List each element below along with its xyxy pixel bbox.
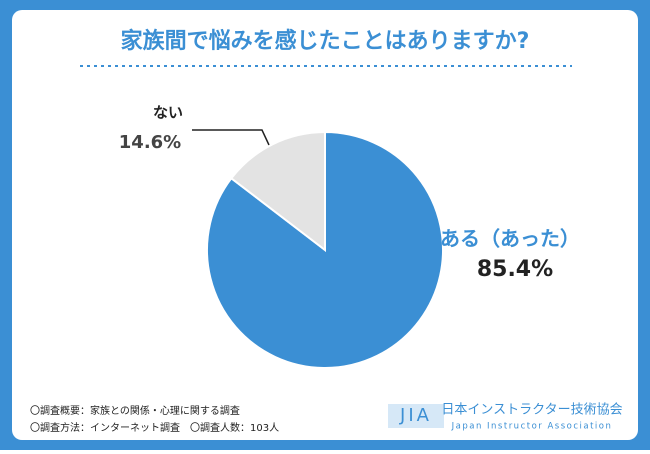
survey-line: 〇調査方法：インターネット調査 〇調査人数：103人 xyxy=(30,421,279,434)
category-label: ある（あった） xyxy=(440,227,580,251)
category-label: ない xyxy=(153,104,183,122)
logo: JIA xyxy=(399,405,432,426)
chart-title: 家族間で悩みを感じたことはありますか? xyxy=(121,28,530,54)
pie-slice xyxy=(229,130,326,253)
value-label: 85.4% xyxy=(477,257,553,282)
org-name-en: Japan Instructor Association xyxy=(451,422,613,432)
value-label: 14.6% xyxy=(119,132,181,153)
logo-box xyxy=(388,404,444,428)
org-name: 日本インストラクター技術協会 xyxy=(441,403,622,418)
survey-line: 〇調査概要：家族との関係・心理に関する調査 xyxy=(30,404,240,417)
